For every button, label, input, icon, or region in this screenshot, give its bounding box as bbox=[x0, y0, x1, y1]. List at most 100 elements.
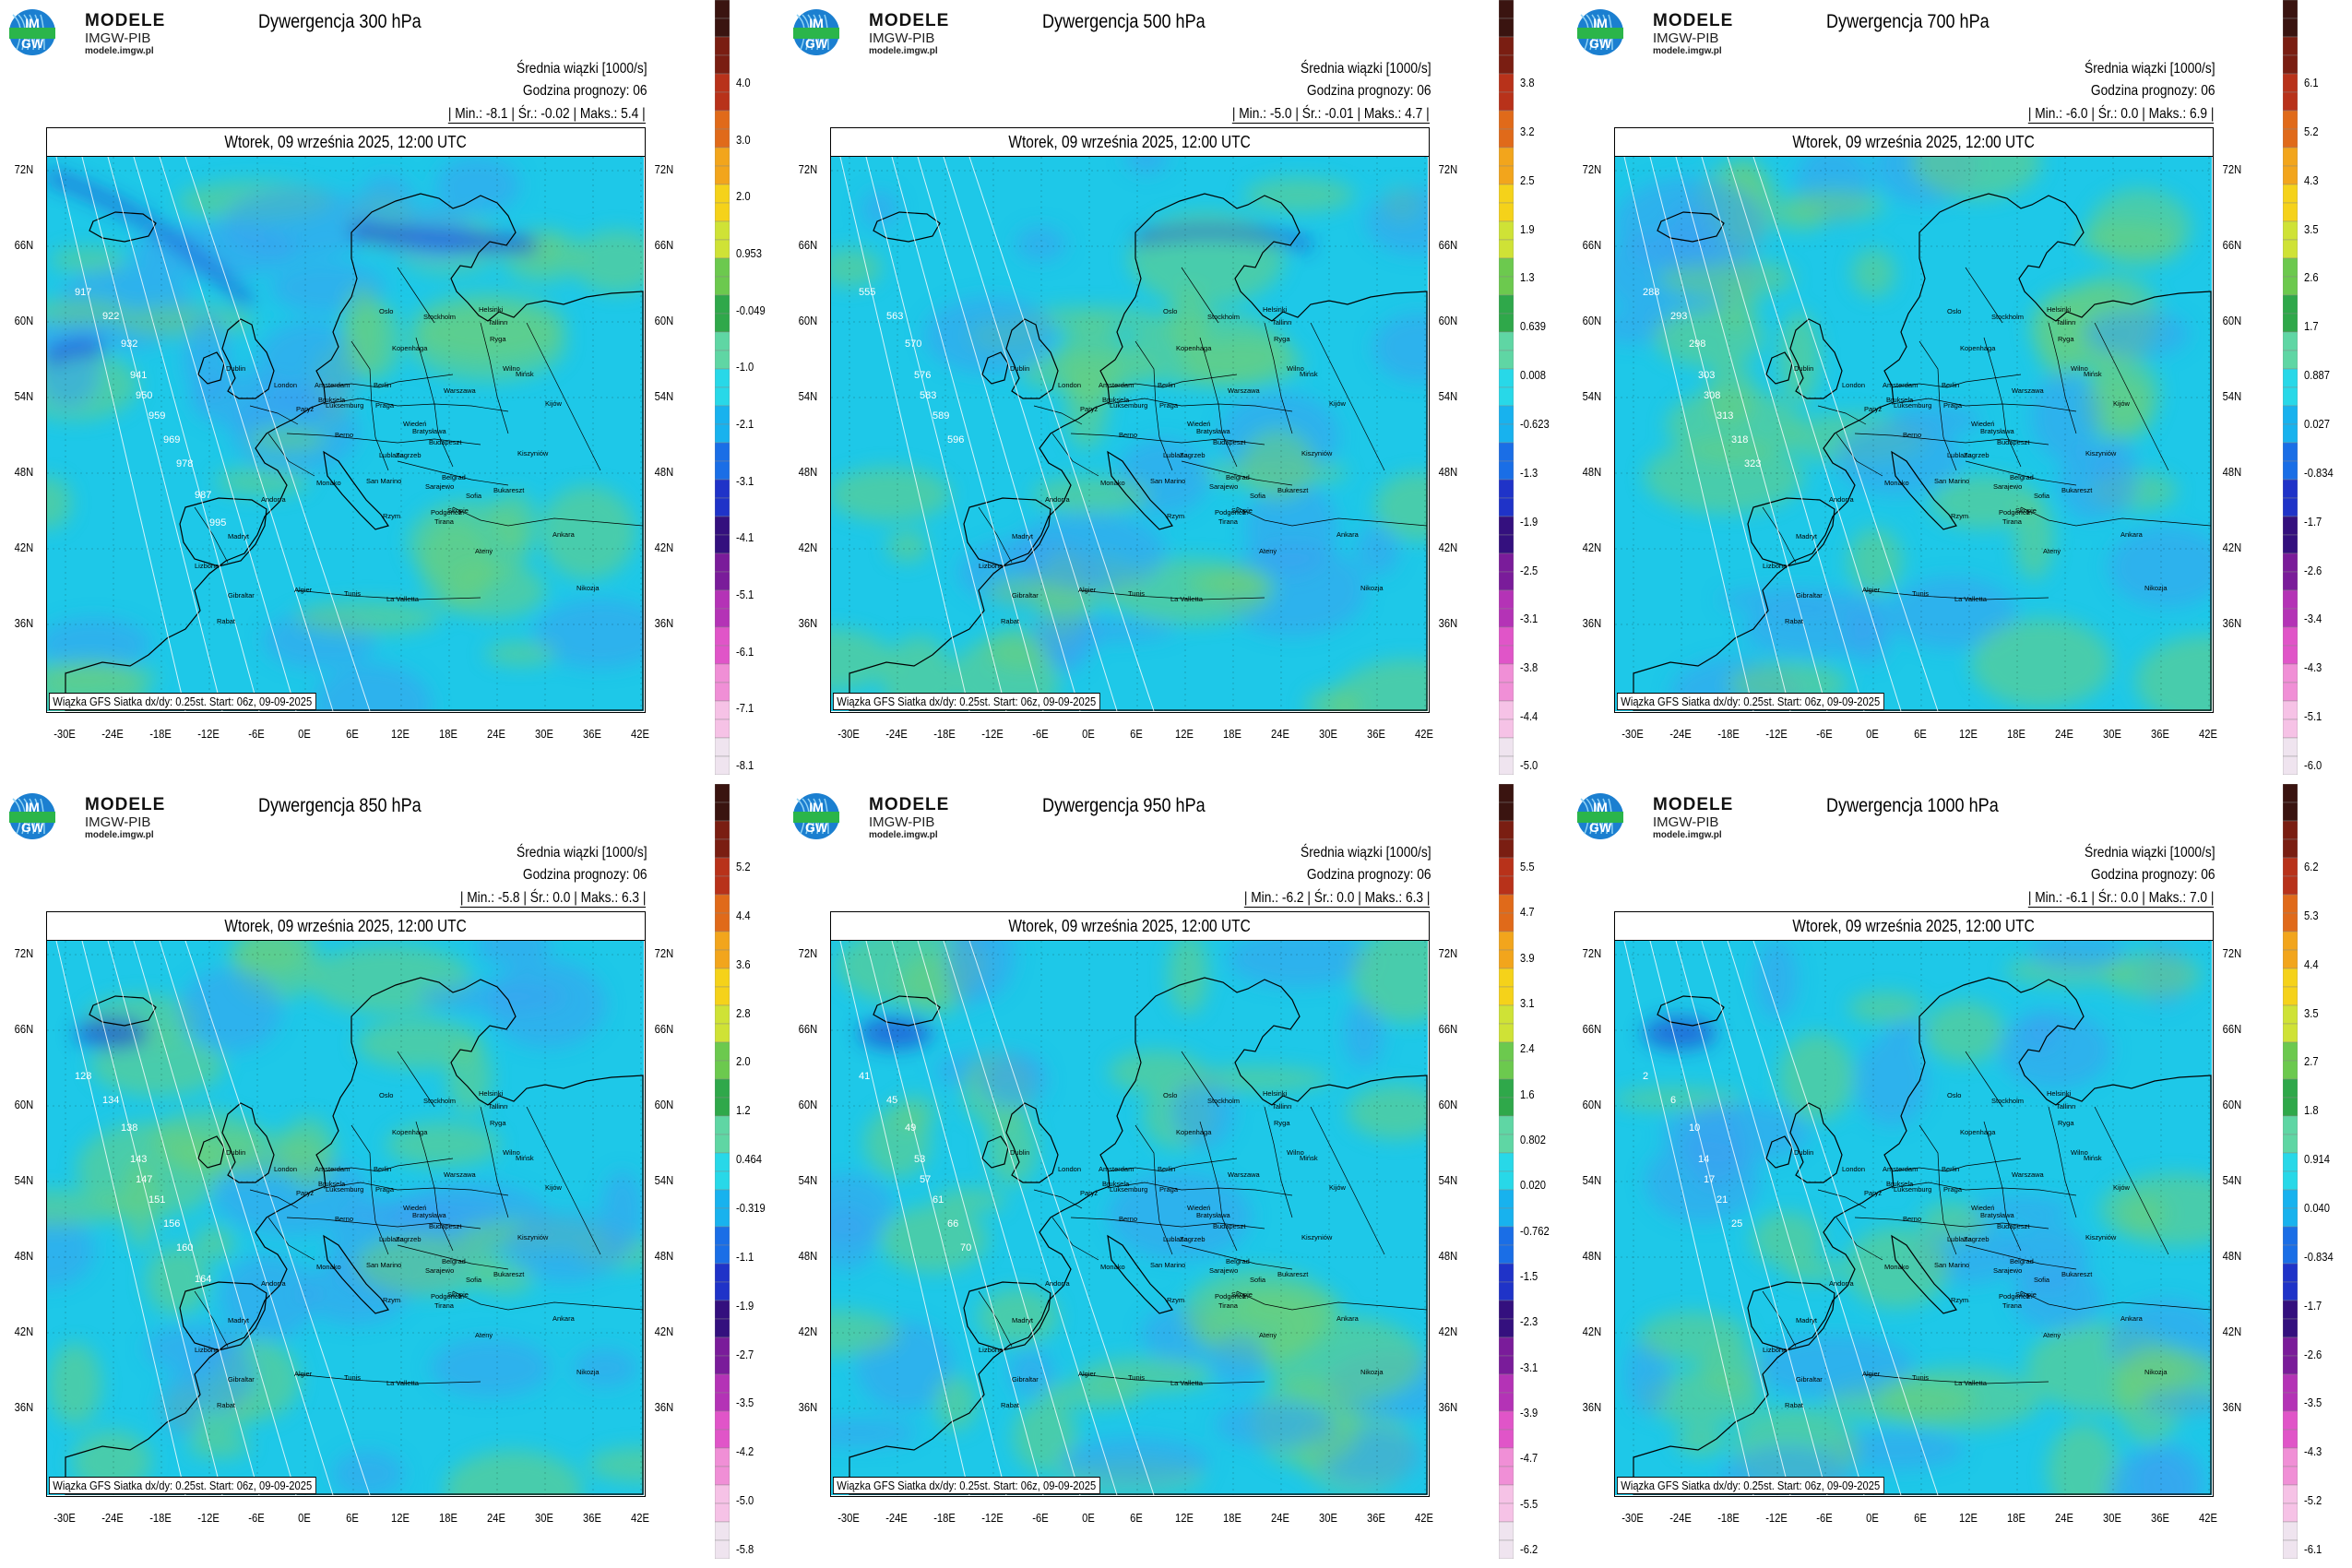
city-label: Madryt bbox=[228, 532, 250, 540]
country-borders bbox=[1762, 267, 2212, 600]
city-label: Dublin bbox=[1794, 1148, 1813, 1157]
city-label: Rzym bbox=[1951, 512, 1968, 520]
logo-line2: IMGW-PIB bbox=[869, 30, 935, 46]
city-label: Helsinki bbox=[2047, 305, 2072, 314]
city-label: Rabat bbox=[1785, 1401, 1804, 1409]
city-label: Tallinn bbox=[2056, 1102, 2075, 1111]
lat-label-right: 42N bbox=[654, 1324, 674, 1338]
lat-label-left: 54N bbox=[798, 389, 818, 403]
isoline-label: 288 bbox=[1643, 287, 1659, 298]
isoline-label: 45 bbox=[886, 1095, 897, 1106]
isoline-label: 978 bbox=[176, 458, 193, 469]
city-label: Bukareszt bbox=[493, 486, 525, 494]
lat-label-left: 48N bbox=[798, 1249, 818, 1263]
imgw-logo: IM GW MODELE IMGW-PIB modele.imgw.pl bbox=[791, 791, 957, 841]
city-label: Gibraltar bbox=[1796, 591, 1823, 600]
colorbar-label: 1.2 bbox=[736, 1103, 751, 1118]
geopotential-isolines bbox=[839, 941, 1155, 1495]
lat-label-right: 60N bbox=[2222, 1098, 2242, 1111]
city-label: Gibraltar bbox=[228, 591, 255, 600]
city-label: Ateny bbox=[1259, 1331, 1277, 1339]
lon-label: 12E bbox=[1959, 727, 1978, 741]
isoline-label: 66 bbox=[947, 1218, 958, 1229]
city-label: Tirana bbox=[1218, 1301, 1239, 1310]
colorbar-label: -4.4 bbox=[1520, 709, 1538, 724]
lat-lon-grid bbox=[831, 157, 1428, 711]
city-label: Monako bbox=[1884, 479, 1909, 487]
city-label: Gibraltar bbox=[1796, 1375, 1823, 1384]
city-label: Rzym bbox=[1951, 1296, 1968, 1304]
lon-label: -6E bbox=[248, 727, 265, 741]
mean-label: Średnia wiązki [1000/s] bbox=[2085, 61, 2215, 77]
city-label: Kijów bbox=[1329, 399, 1347, 408]
city-label: Tunis bbox=[1912, 589, 1929, 598]
lon-label: 18E bbox=[2007, 1511, 2025, 1525]
lon-label: 36E bbox=[583, 1511, 601, 1525]
mean-label: Średnia wiązki [1000/s] bbox=[517, 845, 647, 861]
lat-label-right: 60N bbox=[2222, 314, 2242, 327]
mean-label: Średnia wiązki [1000/s] bbox=[1301, 61, 1431, 77]
imgw-logo: IM GW MODELE IMGW-PIB modele.imgw.pl bbox=[1575, 791, 1741, 841]
country-borders bbox=[978, 1051, 1428, 1384]
lon-label: 24E bbox=[487, 1511, 505, 1525]
city-label: Helsinki bbox=[479, 305, 504, 314]
city-label: Ankara bbox=[552, 530, 576, 539]
isoline-label: 21 bbox=[1716, 1194, 1728, 1206]
lat-label-right: 72N bbox=[1438, 946, 1458, 960]
colorbar-label: 2.6 bbox=[2304, 270, 2319, 285]
city-label: Stockholm bbox=[1991, 313, 2024, 321]
colorbar-label: -0.762 bbox=[1520, 1223, 1550, 1238]
isoline-label: 156 bbox=[163, 1218, 180, 1229]
lat-label-left: 42N bbox=[1582, 1324, 1602, 1338]
lon-label: -12E bbox=[1765, 727, 1788, 741]
city-label: Amsterdam bbox=[1099, 1165, 1134, 1173]
city-label: Sarajewo bbox=[1209, 1266, 1238, 1275]
city-label: Monako bbox=[316, 479, 341, 487]
city-label: Ankara bbox=[552, 1314, 576, 1323]
lat-lon-grid bbox=[47, 157, 644, 711]
city-label: San Marino bbox=[1150, 1261, 1185, 1269]
isoline-label: 308 bbox=[1704, 390, 1720, 401]
city-label: Podgorica bbox=[431, 508, 463, 517]
colorbar-label: -3.8 bbox=[1520, 660, 1538, 675]
city-label: Ankara bbox=[2120, 1314, 2144, 1323]
lat-label-left: 36N bbox=[1582, 616, 1602, 630]
city-label: Sarajewo bbox=[1993, 482, 2022, 491]
lat-label-right: 72N bbox=[654, 162, 674, 176]
city-label: Nikozja bbox=[1360, 584, 1384, 592]
city-label: London bbox=[1842, 381, 1865, 389]
lat-label-right: 66N bbox=[1438, 1022, 1458, 1036]
city-label: Algier bbox=[1862, 586, 1881, 594]
colorbar-label: -1.7 bbox=[2304, 514, 2322, 529]
city-label: Rabat bbox=[1785, 617, 1804, 625]
city-label: Amsterdam bbox=[1883, 1165, 1918, 1173]
colorbar-label: -5.5 bbox=[1520, 1496, 1538, 1511]
city-label: Kijów bbox=[545, 1183, 563, 1192]
city-label: Paryż bbox=[1864, 1189, 1882, 1197]
coastlines bbox=[849, 977, 1428, 1495]
city-label: Monako bbox=[1100, 1263, 1125, 1271]
isoline-label: 563 bbox=[886, 311, 903, 322]
isoline-label: 987 bbox=[195, 490, 211, 501]
city-label: Luksemburg bbox=[326, 1185, 363, 1194]
city-label: Rzym bbox=[383, 512, 400, 520]
city-label: Andorra bbox=[1045, 495, 1071, 504]
city-label: Budapeszt bbox=[1213, 1222, 1246, 1230]
city-label: Madryt bbox=[1796, 532, 1818, 540]
colorbar-label: 4.3 bbox=[2304, 172, 2319, 187]
city-label: Tirana bbox=[2002, 517, 2023, 526]
colorbar-label: -2.3 bbox=[1520, 1314, 1538, 1329]
city-label: Lizbona bbox=[1763, 1346, 1788, 1354]
forecast-hour: Godzina prognozy: 06 bbox=[1307, 83, 1431, 99]
city-label: Paryż bbox=[1080, 405, 1098, 413]
country-borders bbox=[194, 267, 644, 600]
lon-label: 18E bbox=[1223, 1511, 1241, 1525]
city-label: Tirana bbox=[434, 517, 455, 526]
city-label: Skopje bbox=[1231, 1290, 1253, 1299]
lat-label-right: 42N bbox=[1438, 1324, 1458, 1338]
lat-label-right: 42N bbox=[654, 540, 674, 554]
city-label: London bbox=[274, 1165, 297, 1173]
isoline-label: 995 bbox=[209, 517, 226, 529]
logo-badge-bottom: GW bbox=[805, 36, 828, 51]
divergence-map: 917 922 932 941 950 959 969 978 987 995 Oslo Stockh… bbox=[47, 157, 644, 711]
